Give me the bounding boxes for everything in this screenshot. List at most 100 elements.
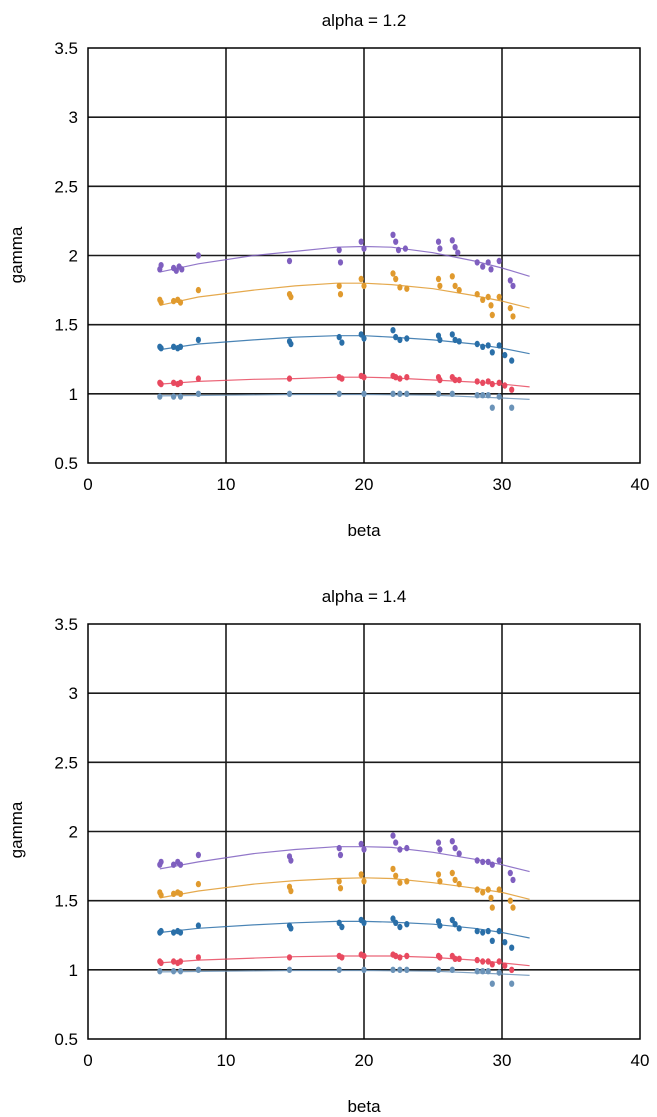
series-0-point xyxy=(449,838,455,845)
series-1-point xyxy=(480,296,486,303)
series-3-point xyxy=(456,376,462,384)
series-2-point xyxy=(158,345,164,352)
series-1-point xyxy=(336,282,342,290)
series-4-point xyxy=(177,968,184,975)
series-0-point xyxy=(496,257,502,265)
series-1-point xyxy=(480,889,486,896)
series-0-point xyxy=(390,832,396,839)
series-0-point xyxy=(507,869,513,877)
x-tick-label: 30 xyxy=(493,475,512,494)
series-1-point xyxy=(337,885,344,892)
series-0-point xyxy=(361,846,367,853)
y-tick-label: 3.5 xyxy=(54,615,78,634)
series-1-point xyxy=(390,865,396,873)
series-1-point xyxy=(171,297,177,305)
series-2-point xyxy=(449,331,455,338)
x-tick-label: 10 xyxy=(217,475,236,494)
series-1-point xyxy=(390,270,396,277)
series-4-point xyxy=(435,390,442,397)
series-0-point xyxy=(489,861,495,868)
series-0-point xyxy=(474,259,480,266)
series-1-point xyxy=(496,886,502,893)
series-4-point xyxy=(480,968,486,975)
series-1-point xyxy=(449,273,455,280)
y-tick-label: 3.5 xyxy=(54,39,78,58)
series-3-point xyxy=(361,952,367,960)
series-1-point xyxy=(171,890,177,897)
series-1-point xyxy=(510,313,516,320)
series-0-point xyxy=(485,858,491,866)
series-4-point xyxy=(474,392,480,399)
y-tick-label: 2 xyxy=(69,247,78,266)
y-tick-label: 1.5 xyxy=(54,316,78,335)
series-1-point xyxy=(489,904,495,911)
series-3-point xyxy=(502,382,508,389)
series-1-point xyxy=(158,299,164,306)
plot-frame xyxy=(87,623,641,1040)
series-2-point xyxy=(437,336,443,344)
series-4-point xyxy=(171,968,177,975)
series-3-point xyxy=(485,958,491,965)
series-2-point xyxy=(452,336,458,344)
x-tick-label: 20 xyxy=(355,475,374,494)
series-0-point xyxy=(402,245,408,252)
series-2-point xyxy=(361,335,367,342)
series-4-point xyxy=(404,966,410,973)
series-4-point xyxy=(397,390,403,397)
series-0-point xyxy=(158,858,164,866)
series-0-point xyxy=(358,840,364,848)
series-3-point xyxy=(456,955,462,962)
series-1-point xyxy=(288,887,294,895)
series-1-point xyxy=(435,275,442,283)
series-1-point xyxy=(485,886,491,893)
series-0-point xyxy=(510,282,516,290)
series-1-point xyxy=(437,878,443,885)
series-4-point xyxy=(449,390,455,397)
y-tick-label: 3 xyxy=(69,684,78,703)
series-3-point xyxy=(171,958,177,965)
x-tick-label: 40 xyxy=(631,1051,650,1070)
series-0-point xyxy=(390,231,396,238)
chart-alpha-1-2: alpha = 1.2 beta gamma 0 10 20 30 40 0.5 1 1.5 2… xyxy=(7,11,649,540)
series-1-point xyxy=(488,302,494,309)
series-2-point xyxy=(456,338,462,345)
series-2-point xyxy=(195,336,201,344)
series-4-point xyxy=(474,968,480,975)
series-3-point xyxy=(485,378,491,385)
series-0-point xyxy=(455,249,461,256)
series-0-point xyxy=(195,851,201,859)
series-3-point xyxy=(361,374,367,381)
series-2-point xyxy=(452,921,458,928)
series-4-point xyxy=(157,968,163,975)
series-2-point xyxy=(339,923,345,931)
series-4-point xyxy=(336,966,342,973)
series-2-point xyxy=(480,343,486,350)
series-1-point xyxy=(435,871,442,878)
series-4-point xyxy=(361,966,367,973)
series-4-point xyxy=(390,390,396,397)
series-3-point xyxy=(452,376,458,384)
series-4-point xyxy=(509,404,515,411)
series-2-point xyxy=(489,937,495,944)
series-0-point xyxy=(480,263,486,270)
series-1-point xyxy=(177,890,184,897)
series-3-point xyxy=(286,375,293,382)
series-0-point xyxy=(449,237,455,244)
series-3-point xyxy=(397,375,403,382)
series-3-point xyxy=(177,958,184,965)
series-1-point xyxy=(474,886,480,893)
series-0-point xyxy=(510,876,516,884)
series-2-point xyxy=(171,929,177,936)
series-1-point xyxy=(393,872,399,879)
series-1-point xyxy=(195,880,201,888)
series-2-point xyxy=(393,919,399,926)
series-2-point xyxy=(456,925,462,932)
series-3-point xyxy=(158,380,164,388)
series-1-point xyxy=(336,878,342,885)
series-3-point xyxy=(158,959,164,967)
series-0-point xyxy=(452,244,458,251)
series-1-point xyxy=(404,878,410,885)
series-3-point xyxy=(339,375,345,382)
series-2-point xyxy=(393,333,399,341)
series-1-point xyxy=(397,879,403,886)
